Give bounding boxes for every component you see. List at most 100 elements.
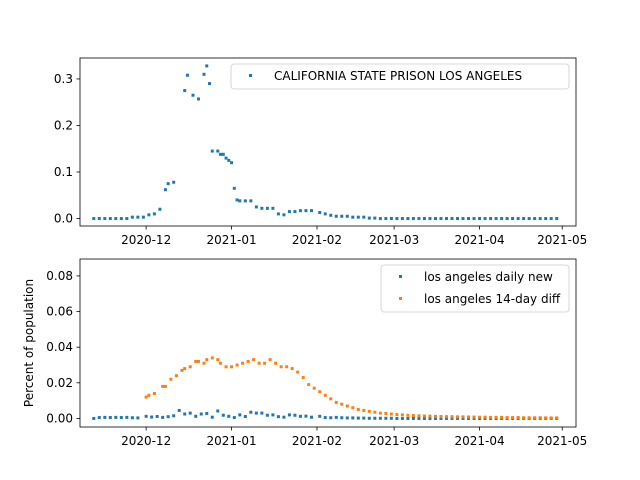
data-point xyxy=(180,368,184,372)
data-point xyxy=(461,217,465,221)
y-tick-label: 0.04 xyxy=(46,340,73,354)
data-point xyxy=(147,393,151,397)
data-point xyxy=(230,365,234,369)
data-point xyxy=(287,413,291,417)
data-point xyxy=(263,361,267,365)
data-point xyxy=(108,416,112,420)
data-point xyxy=(433,416,437,420)
data-point xyxy=(227,414,231,418)
data-point xyxy=(373,410,377,414)
data-point xyxy=(265,206,269,210)
data-point xyxy=(199,412,203,416)
data-point xyxy=(185,73,189,77)
data-point xyxy=(210,415,214,419)
data-point xyxy=(367,216,371,220)
data-point xyxy=(373,416,377,420)
data-point xyxy=(257,361,261,365)
data-point xyxy=(378,217,382,221)
data-point xyxy=(238,413,242,417)
data-point xyxy=(422,217,426,221)
data-point xyxy=(103,217,107,221)
data-point xyxy=(422,414,426,418)
y-tick-label: 0.02 xyxy=(46,376,73,390)
x-tick-label: 2020-12 xyxy=(121,233,171,247)
data-point xyxy=(141,215,145,219)
data-point xyxy=(158,207,162,211)
data-point xyxy=(538,217,542,221)
x-tick-label: 2021-01 xyxy=(206,434,256,448)
data-point xyxy=(406,217,410,221)
data-point xyxy=(183,412,187,416)
data-point xyxy=(461,416,465,420)
data-point xyxy=(166,415,170,419)
data-point xyxy=(494,217,498,221)
data-point xyxy=(287,210,291,214)
data-point xyxy=(533,416,537,420)
data-point xyxy=(417,414,421,418)
data-point xyxy=(329,397,333,401)
data-point xyxy=(362,408,366,412)
data-point xyxy=(276,212,280,216)
data-point xyxy=(323,393,327,397)
data-point xyxy=(169,377,173,381)
top-legend-label: CALIFORNIA STATE PRISON LOS ANGELES xyxy=(274,69,522,83)
data-point xyxy=(219,152,223,156)
data-point xyxy=(411,414,415,418)
data-point xyxy=(411,416,415,420)
data-point xyxy=(172,180,176,184)
data-point xyxy=(194,359,198,363)
data-point xyxy=(246,359,250,363)
data-point xyxy=(544,416,548,420)
data-point xyxy=(351,406,355,410)
data-point xyxy=(334,214,338,218)
x-tick-label: 2021-01 xyxy=(206,233,256,247)
data-point xyxy=(125,415,129,419)
data-point xyxy=(444,217,448,221)
data-point xyxy=(411,217,415,221)
data-point xyxy=(155,414,159,418)
data-point xyxy=(400,413,404,417)
data-point xyxy=(309,415,313,419)
data-point xyxy=(467,217,471,221)
data-point xyxy=(367,409,371,413)
data-point xyxy=(232,186,236,190)
x-tick-label: 2021-05 xyxy=(537,233,587,247)
y-tick-label: 0.3 xyxy=(54,72,73,86)
data-point xyxy=(202,361,206,365)
data-point xyxy=(400,217,404,221)
data-point xyxy=(395,413,399,417)
data-point xyxy=(433,414,437,418)
data-point xyxy=(406,416,410,420)
data-point xyxy=(125,217,129,221)
x-tick-label: 2021-05 xyxy=(537,434,587,448)
data-point xyxy=(345,416,349,420)
top-data-points xyxy=(92,64,559,221)
data-point xyxy=(345,214,349,218)
data-point xyxy=(147,213,151,217)
data-point xyxy=(389,412,393,416)
data-point xyxy=(172,414,176,418)
data-point xyxy=(252,358,256,362)
data-point xyxy=(279,365,283,369)
data-point xyxy=(433,217,437,221)
top-legend-marker xyxy=(249,74,252,77)
data-point xyxy=(92,217,96,221)
data-point xyxy=(221,413,225,417)
data-point xyxy=(202,72,206,76)
bottom-legend-marker-diff xyxy=(399,297,402,300)
data-point xyxy=(511,416,515,420)
data-point xyxy=(219,361,223,365)
data-point xyxy=(505,416,509,420)
data-point xyxy=(268,358,272,362)
data-point xyxy=(428,414,432,418)
x-tick-label: 2021-04 xyxy=(454,233,504,247)
data-point xyxy=(312,386,316,390)
data-point xyxy=(191,93,195,97)
data-point xyxy=(238,199,242,203)
y-tick-label: 0.08 xyxy=(46,269,73,283)
x-tick-label: 2021-02 xyxy=(292,434,342,448)
data-point xyxy=(439,416,443,420)
data-point xyxy=(271,413,275,417)
data-point xyxy=(114,217,118,221)
data-point xyxy=(243,414,247,418)
